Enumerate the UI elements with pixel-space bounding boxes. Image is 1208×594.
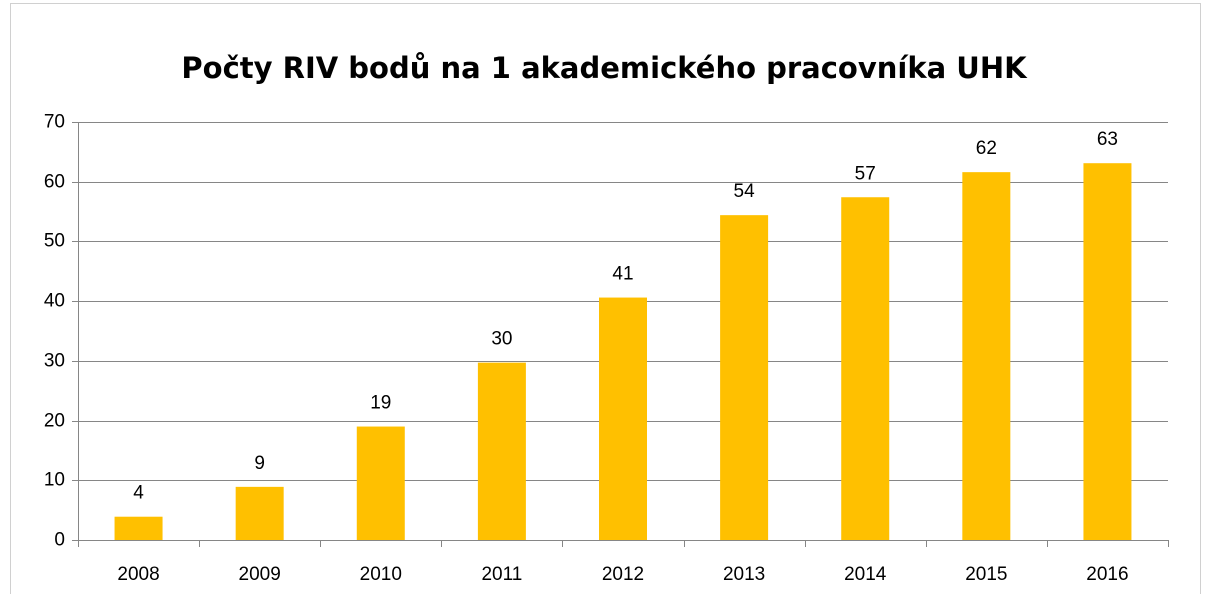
data-label: 4	[133, 483, 144, 504]
data-label: 57	[855, 163, 876, 184]
bar	[235, 486, 284, 540]
data-label: 30	[491, 329, 512, 350]
data-label: 41	[612, 264, 633, 285]
x-tick-label: 2009	[239, 564, 281, 585]
chart-title: Počty RIV bodů na 1 akademického pracovn…	[181, 51, 1028, 85]
x-tick-label: 2016	[1086, 564, 1128, 585]
y-tick-label: 0	[54, 530, 65, 551]
x-tick-label: 2012	[602, 564, 644, 585]
data-label: 63	[1097, 129, 1118, 150]
bar	[477, 362, 526, 540]
y-tick-label: 40	[44, 291, 65, 312]
x-tick-label: 2008	[117, 564, 159, 585]
x-tick-label: 2010	[360, 564, 402, 585]
data-label: 9	[254, 453, 265, 474]
x-tick-label: 2015	[965, 564, 1007, 585]
bar	[356, 426, 405, 540]
bar	[720, 215, 769, 540]
bar	[599, 297, 647, 540]
x-tick-label: 2013	[723, 564, 765, 585]
bar	[841, 197, 890, 541]
y-tick-label: 10	[44, 470, 65, 491]
bar	[962, 172, 1011, 540]
y-tick-label: 70	[44, 112, 65, 133]
y-tick-label: 60	[44, 172, 65, 193]
y-tick-label: 20	[44, 411, 65, 432]
bar	[114, 516, 163, 540]
x-tick-label: 2014	[844, 564, 887, 585]
y-tick-label: 50	[44, 231, 65, 252]
data-label: 62	[976, 138, 997, 159]
data-label: 19	[370, 393, 391, 414]
x-tick-label: 2011	[481, 564, 522, 585]
y-tick-label: 30	[44, 351, 65, 372]
data-label: 54	[734, 181, 756, 202]
bar	[1083, 163, 1132, 540]
